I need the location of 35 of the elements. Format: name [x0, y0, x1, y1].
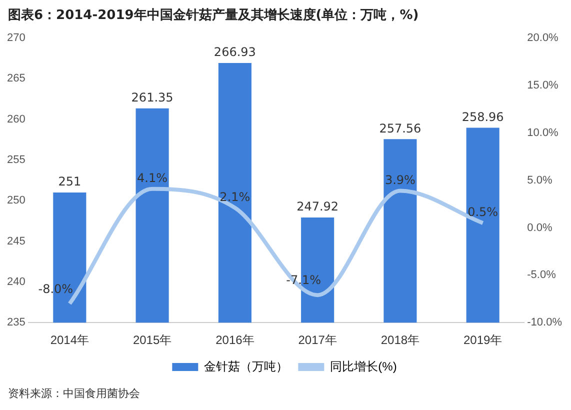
- chart-title: 图表6：2014-2019年中国金针菇产量及其增长速度(单位：万吨，%): [8, 6, 419, 24]
- y-tick-label: 265: [6, 72, 26, 85]
- data-label: 4.1%: [137, 170, 168, 185]
- y2-tick-label: 20.0%: [527, 32, 559, 44]
- data-label: 266.93: [214, 45, 256, 60]
- data-label: 2.1%: [220, 190, 250, 204]
- data-label: 0.5%: [468, 205, 498, 220]
- y-tick-label: 235: [6, 316, 26, 329]
- y-tick-label: 245: [6, 235, 26, 248]
- text: 资料来源：中国食用菌协会: [8, 386, 140, 401]
- y-tick-label: 270: [6, 32, 26, 44]
- data-label: 3.9%: [384, 172, 416, 187]
- legend-label: 金针菇（万吨）: [204, 359, 288, 374]
- data-label: 257.56: [379, 121, 422, 136]
- y2-tick-label: 15.0%: [527, 79, 559, 92]
- x-tick-label: 2018年: [380, 333, 420, 348]
- y-tick-label: 255: [6, 154, 26, 166]
- y2-tick-label: 10.0%: [527, 126, 559, 139]
- y-tick-label: 250: [6, 194, 26, 207]
- data-label: 261.35: [131, 90, 174, 104]
- y2-tick-label: -5.0%: [527, 269, 556, 282]
- x-tick-label: 2017年: [298, 333, 337, 348]
- y2-tick-label: -10.0%: [527, 316, 562, 329]
- y2-tick-label: 5.0%: [527, 174, 552, 186]
- data-label: 247.92: [296, 200, 339, 214]
- x-tick-label: 2019年: [463, 333, 502, 348]
- data-label: 258.96: [462, 110, 504, 124]
- data-label: 251: [58, 174, 82, 189]
- legend-label: 同比增长(%): [330, 359, 397, 374]
- y2-tick-label: 0.0%: [527, 222, 552, 234]
- x-tick-label: 2014年: [50, 333, 90, 348]
- x-tick-label: 2015年: [132, 333, 172, 348]
- x-tick-label: 2016年: [216, 333, 254, 348]
- y-tick-label: 260: [6, 113, 26, 126]
- y-tick-label: 240: [6, 276, 26, 288]
